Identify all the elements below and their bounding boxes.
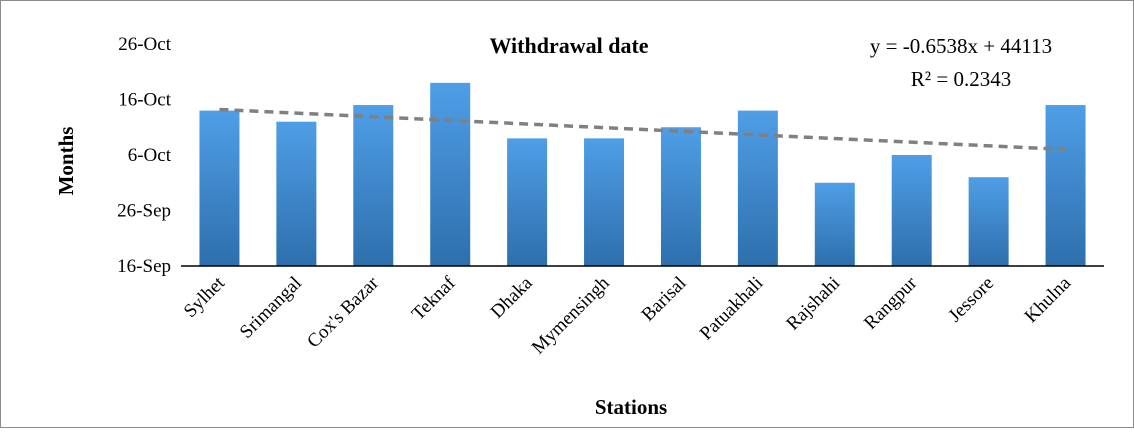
bar-barisal [660, 127, 701, 266]
x-tick-label: Rangpur [860, 272, 922, 334]
bar-srimangal [276, 121, 317, 266]
bar-cox-s-bazar [353, 105, 394, 266]
bar-dhaka [507, 138, 548, 266]
bar-teknaf [430, 82, 471, 266]
bar-rangpur [891, 155, 932, 266]
y-axis-title: Months [54, 127, 78, 196]
trendline-r-squared: R² = 0.2343 [911, 67, 1011, 91]
x-tick-label: Barisal [638, 273, 691, 326]
bar-khulna [1045, 105, 1086, 266]
trendline [219, 107, 1066, 152]
y-tick-label: 26-Oct [118, 34, 171, 55]
x-tick-label: Sylhet [180, 272, 230, 322]
x-tick-label: Jessore [944, 273, 998, 327]
bars-layer [199, 82, 1086, 266]
bar-jessore [968, 177, 1009, 266]
x-tick-label: Mymensingh [528, 272, 614, 358]
x-axis-title: Stations [595, 395, 667, 419]
bar-sylhet [199, 110, 240, 266]
bar-mymensingh [584, 138, 625, 266]
y-tick-label: 16-Oct [118, 90, 171, 111]
x-tick-label: Patuakhali [696, 273, 768, 345]
y-tick-label: 6-Oct [128, 145, 172, 166]
trendline-equation: y = -0.6538x + 44113 [870, 34, 1052, 58]
x-tick-label: Srimangal [236, 273, 306, 343]
x-tick-label: Rajshahi [782, 273, 844, 335]
bar-patuakhali [737, 110, 778, 266]
x-tick-label: Teknaf [408, 272, 460, 324]
chart-title: Withdrawal date [489, 33, 648, 58]
bar-rajshahi [814, 182, 855, 266]
y-tick-labels: 16-Sep 26-Sep 6-Oct 16-Oct 26-Oct [117, 34, 172, 277]
x-tick-label: Dhaka [487, 272, 537, 322]
y-tick-label: 16-Sep [117, 256, 171, 277]
x-tick-label: Cox's Bazar [303, 272, 383, 352]
x-tick-label: Khulna [1021, 272, 1076, 327]
y-tick-label: 26-Sep [117, 201, 171, 222]
